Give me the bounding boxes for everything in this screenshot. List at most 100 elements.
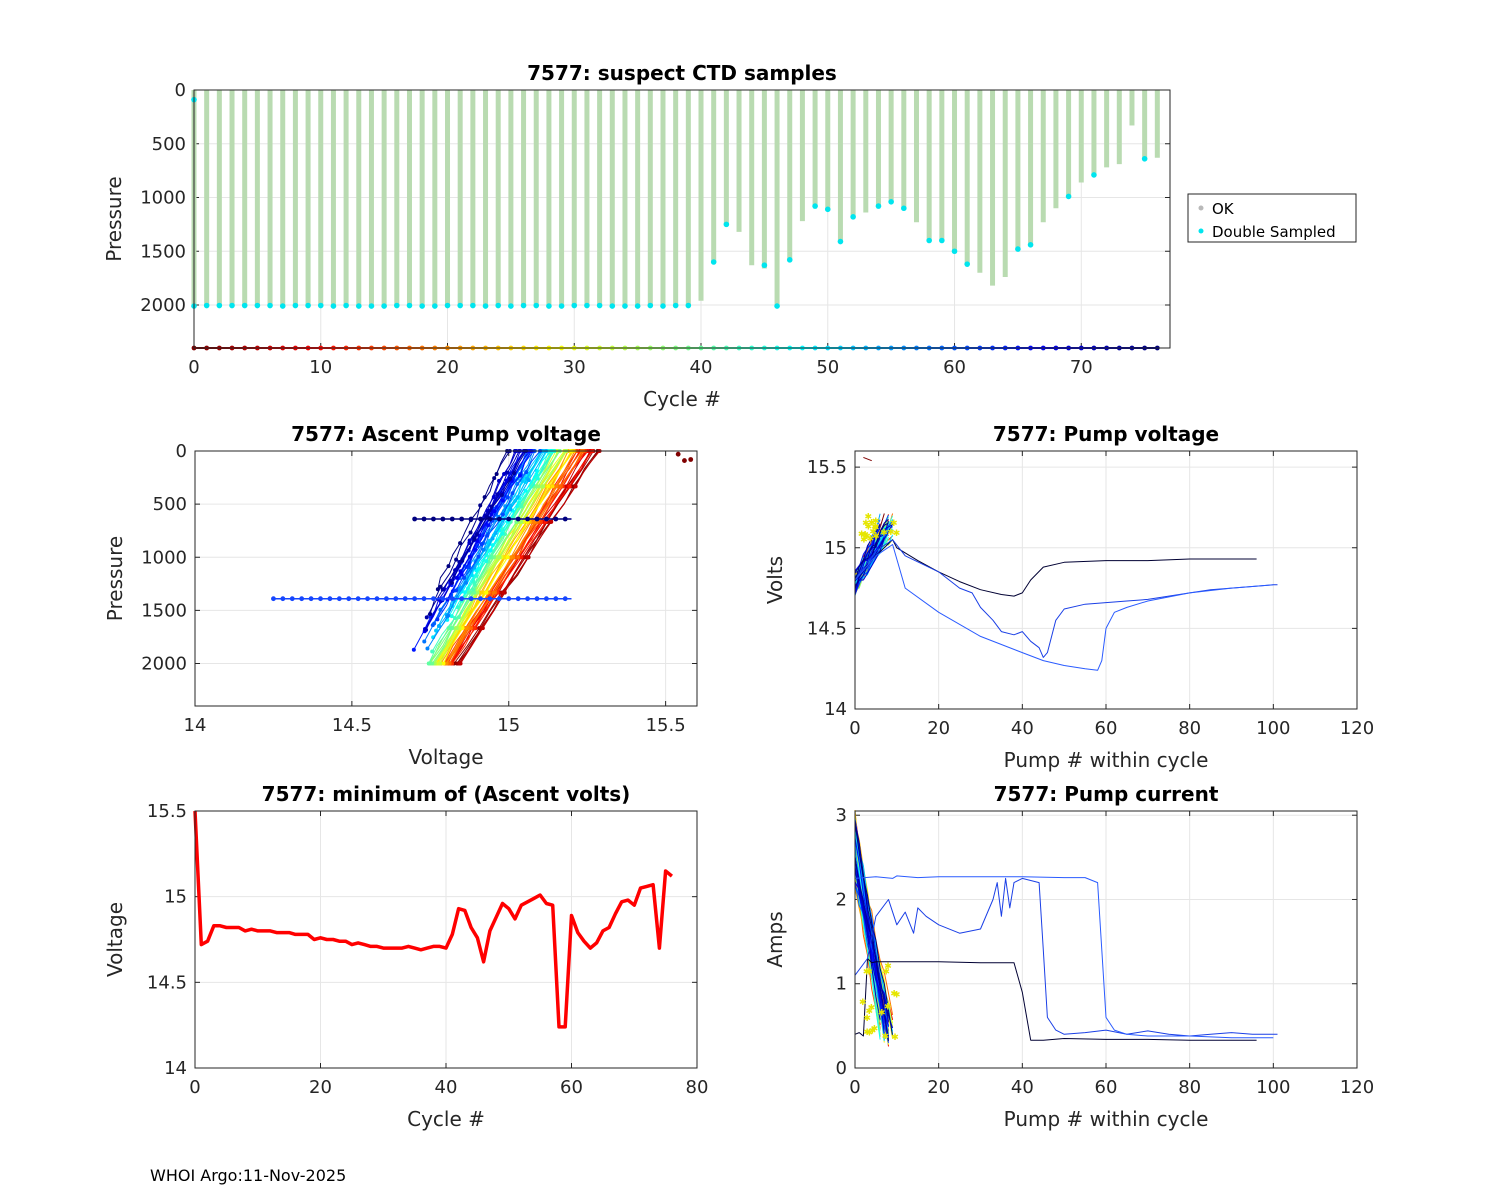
ascent-profile-point [472, 590, 477, 595]
x-tick-label: 20 [927, 1077, 950, 1098]
y-tick-label: 1000 [141, 547, 187, 568]
double-sample-point [647, 302, 654, 309]
x-tick-label: 80 [686, 1077, 709, 1098]
ascent-profile-point [458, 541, 463, 546]
marker-point: ✱ [865, 513, 873, 523]
legend-ok-label: OK [1212, 200, 1235, 218]
pressure-hold-point [553, 596, 559, 602]
pump-current-cycle-line [854, 822, 889, 1041]
ascent-profile-point [510, 491, 515, 496]
ascent-profile-point [523, 488, 528, 493]
ascent-profile-point [508, 503, 513, 508]
marker-point: ✱ [880, 528, 888, 538]
ascent-profile-point [497, 478, 502, 483]
pressure-hold-point [496, 516, 502, 522]
chart-title: 7577: minimum of (Ascent volts) [262, 782, 631, 806]
marker-point: ✱ [861, 530, 869, 540]
marker-point: ✱ [893, 529, 901, 539]
pressure-hold-point [393, 596, 399, 602]
double-sample-point [495, 302, 502, 309]
x-tick-label: 100 [1256, 718, 1290, 739]
pressure-hold-point [506, 596, 512, 602]
pump-current-cycle-line [854, 867, 889, 1040]
double-sample-point [1141, 156, 1148, 162]
ascent-profile-point [492, 509, 497, 514]
double-sample-point [330, 303, 337, 309]
ascent-profile-point [489, 512, 494, 517]
y-tick-label: 14.5 [807, 618, 847, 639]
ascent-profile-point [524, 470, 529, 475]
y-tick-label: 500 [152, 134, 186, 155]
ascent-profile-point [500, 512, 505, 517]
footer-credit: WHOI Argo:11-Nov-2025 [150, 1166, 347, 1185]
double-sample-point [381, 303, 387, 309]
outlier-segment [863, 456, 872, 462]
ascent-profile-point [472, 582, 477, 587]
ctd-legend: OK Double Sampled [1187, 193, 1357, 243]
double-sample-point [419, 303, 425, 309]
y-tick-label: 15 [164, 887, 187, 908]
marker-point: ✱ [890, 989, 898, 999]
marker-point: ✱ [872, 517, 880, 527]
ascent-profile-point [480, 626, 485, 631]
panel-ctd-samples: 0 10 20 30 40 50 60 70 0 500 1000 1500 2000 7577: sus… [102, 61, 1171, 411]
double-sample-point [254, 302, 261, 309]
panel-min-ascent-volts: 0 20 40 60 80 14 14.5 15 15.5 7577: minimum of (A… [103, 782, 708, 1131]
y-tick-label: 14.5 [147, 972, 187, 993]
ascent-profile-point [541, 484, 546, 489]
ascent-profile-point [428, 611, 433, 616]
pressure-hold-point [327, 596, 333, 602]
ascent-profile-point [473, 547, 478, 552]
pressure-hold-point [544, 596, 549, 602]
ascent-profile-point [467, 554, 472, 559]
ascent-profile-point [480, 590, 485, 595]
marker-point: ✱ [859, 998, 867, 1008]
double-sample-point [305, 302, 311, 309]
ascent-profile-point [430, 649, 435, 654]
pressure-hold-point [459, 596, 465, 602]
x-tick-label: 70 [1070, 357, 1093, 378]
marker-point: ✱ [871, 1024, 879, 1034]
marker-point: ✱ [887, 528, 895, 538]
double-sample-point [951, 248, 958, 255]
double-sample-point [964, 261, 970, 267]
ascent-profile-point [482, 495, 487, 500]
pressure-hold-point [365, 596, 370, 602]
x-tick-label: 120 [1340, 718, 1374, 739]
y-tick-label: 15.5 [147, 801, 187, 822]
double-sample-point [812, 203, 818, 209]
marker-point: ✱ [863, 532, 871, 542]
double-sample-point [584, 302, 590, 309]
chart-title: 7577: Pump voltage [993, 422, 1219, 446]
pump-voltage-cycle-line [854, 524, 893, 579]
double-sample-point [824, 206, 831, 213]
y-tick-label: 3 [836, 805, 847, 826]
ascent-profile-point [458, 661, 463, 666]
pressure-hold-point [308, 596, 314, 602]
x-tick-label: 60 [1095, 1077, 1118, 1098]
outlier-point [675, 451, 681, 457]
double-sample-point [508, 303, 514, 309]
ascent-profile-point [411, 647, 416, 652]
double-sample-point [457, 302, 463, 309]
x-tick-label: 40 [690, 357, 713, 378]
ascent-profile-point [459, 572, 464, 577]
ascent-profile-point [475, 590, 480, 595]
marker-point: ✱ [858, 530, 866, 540]
pressure-hold-point [562, 516, 568, 522]
marker-point: ✱ [863, 1028, 871, 1038]
x-tick-label: 40 [1011, 1077, 1034, 1098]
double-sample-point [609, 303, 616, 309]
marker-point: ✱ [863, 968, 871, 978]
marker-point: ✱ [872, 523, 880, 533]
ascent-profile-point [438, 661, 443, 666]
ascent-profile-point [464, 580, 469, 585]
y-axis-label: Amps [763, 911, 787, 967]
pressure-hold-point [402, 596, 408, 602]
marker-point: ✱ [860, 536, 868, 546]
double-sample-point [406, 302, 413, 309]
double-sample-point [850, 214, 856, 220]
legend-double-marker [1198, 228, 1204, 234]
y-tick-label: 15 [824, 538, 847, 559]
